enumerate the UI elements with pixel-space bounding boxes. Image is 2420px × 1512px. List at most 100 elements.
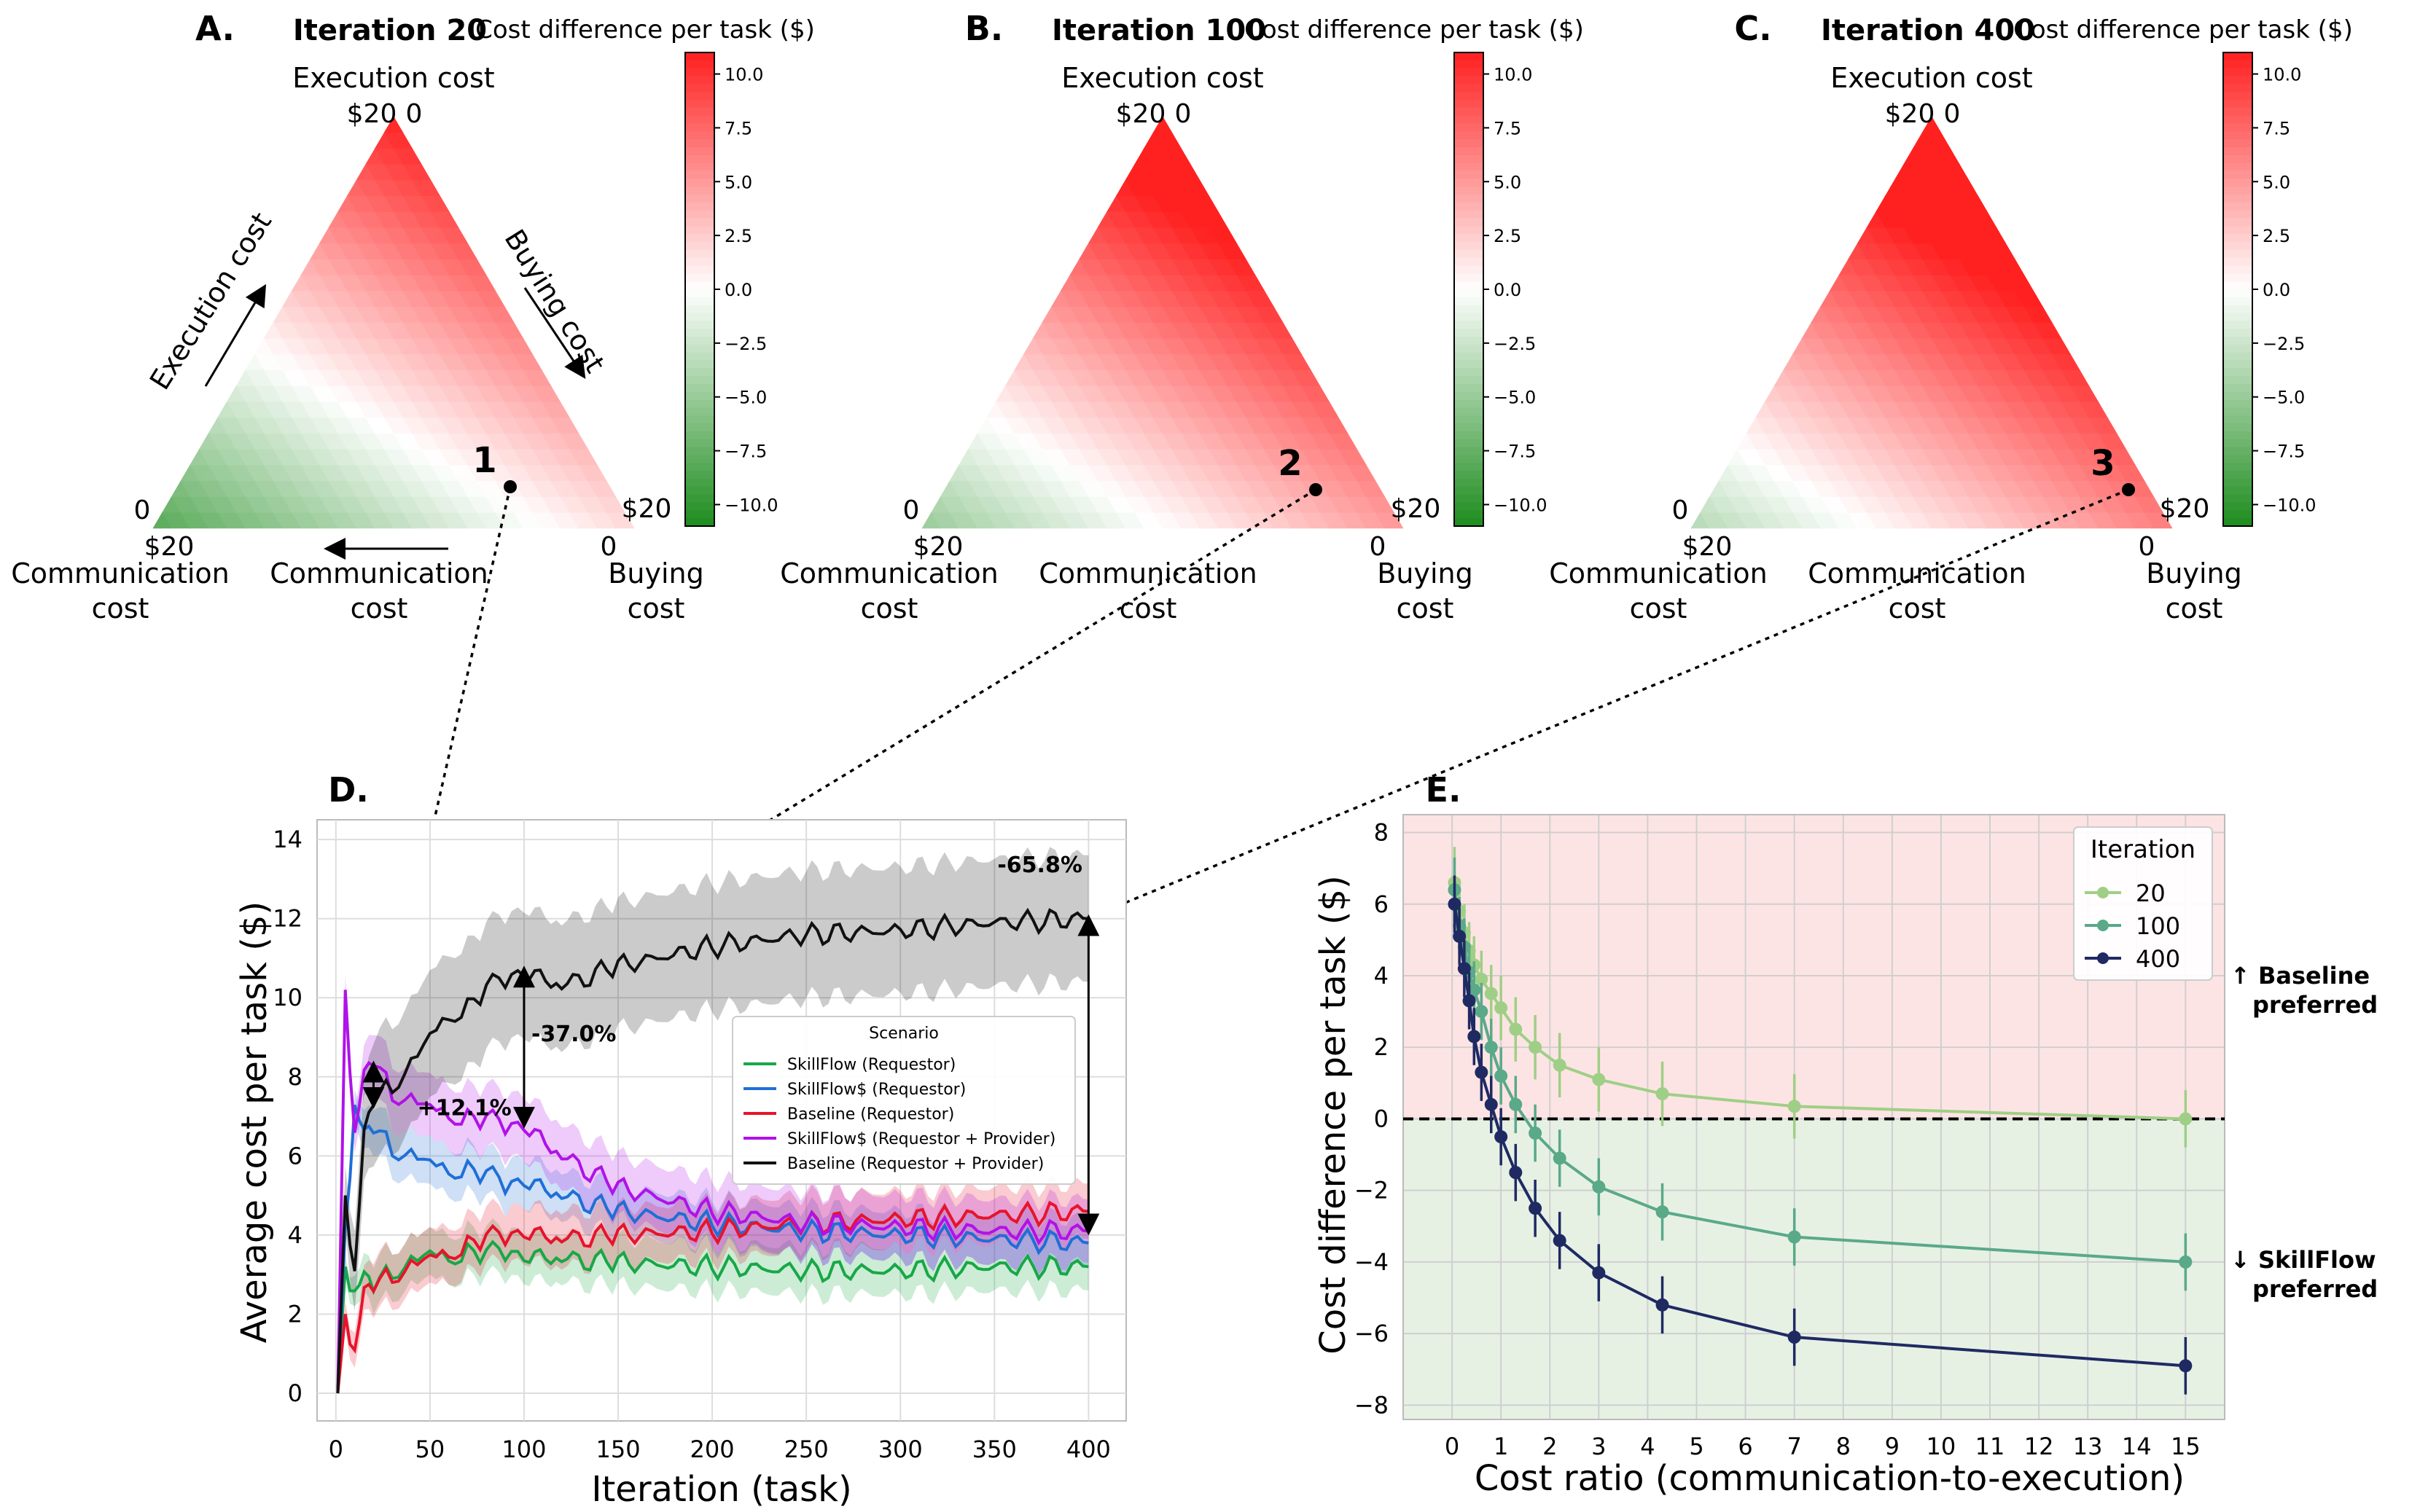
legend-entry: 400 — [2136, 945, 2180, 973]
axis-title-right: Buying — [608, 557, 703, 589]
y-axis-label: Cost difference per task ($) — [1313, 875, 1354, 1354]
colorbar-segment — [2223, 344, 2252, 353]
colorbar-segment — [2223, 471, 2252, 479]
colorbar-tick-label: −7.5 — [725, 442, 767, 462]
annotation-label: +12.1% — [417, 1096, 511, 1121]
colorbar-segment — [2223, 447, 2252, 456]
colorbar-tick-label: −5.0 — [725, 388, 767, 408]
marker-label: 2 — [1278, 443, 1302, 484]
colorbar-segment — [2223, 463, 2252, 472]
ternary-cell — [448, 227, 469, 244]
axis-title-left: cost — [92, 592, 149, 624]
y-axis-label: Average cost per task ($) — [234, 901, 275, 1344]
colorbar-segment — [2223, 479, 2252, 487]
ternary-heatmap — [1690, 116, 2173, 529]
colorbar-segment — [685, 218, 714, 227]
panel-d-average-cost-chart: 0 50 100 150 200 250 300 350 400 0 2 4 6 8 10 12 14 Itera… — [234, 770, 1127, 1510]
colorbar-segment — [685, 52, 714, 61]
colorbar-segment — [1454, 218, 1483, 227]
data-point — [1655, 1087, 1669, 1101]
colorbar-segment — [1454, 60, 1483, 69]
colorbar-segment — [685, 329, 714, 337]
colorbar-segment — [1454, 242, 1483, 251]
data-point — [2179, 1359, 2193, 1373]
data-point — [1484, 1041, 1498, 1054]
panel-title: Iteration 100 — [1052, 14, 1266, 47]
colorbar-segment — [1454, 431, 1483, 440]
legend: Scenario SkillFlow (Requestor) SkillFlow$ … — [732, 1016, 1076, 1185]
colorbar-segment — [2223, 455, 2252, 464]
tick-left-max: $20 — [913, 532, 964, 562]
colorbar-segment — [685, 337, 714, 345]
data-point — [2179, 1255, 2193, 1269]
ternary-cell — [1931, 132, 1951, 149]
colorbar-segment — [685, 234, 714, 243]
axis-title-left: cost — [1630, 592, 1687, 624]
ternary-cell — [615, 512, 635, 529]
tick-top-max: $20 — [1116, 99, 1166, 129]
colorbar-segment — [1454, 313, 1483, 322]
colorbar-tick-label: 5.0 — [2263, 172, 2290, 192]
colorbar-segment — [1454, 447, 1483, 456]
ternary-cell — [2144, 495, 2163, 513]
colorbar-tick-label: 5.0 — [1494, 172, 1521, 192]
colorbar-segment — [685, 100, 714, 109]
ternary-cell — [1254, 290, 1274, 308]
colorbar-segment — [2223, 226, 2252, 235]
colorbar-segment — [685, 257, 714, 267]
colorbar-segment — [1454, 321, 1483, 330]
data-point — [1553, 1234, 1566, 1247]
ternary-cell — [411, 163, 432, 181]
colorbar-segment — [2223, 486, 2252, 495]
colorbar-segment — [2223, 234, 2252, 243]
ternary-cell — [2061, 353, 2080, 370]
data-point — [1509, 1022, 1523, 1036]
series-line-skillflow — [336, 1239, 1089, 1394]
colorbar-segment — [2223, 123, 2252, 133]
x-tick-label: 250 — [784, 1435, 829, 1463]
colorbar-segment — [685, 187, 714, 195]
series-line-baseline — [336, 1200, 1089, 1394]
colorbar-segment — [1454, 226, 1483, 235]
colorbar-segment — [1454, 202, 1483, 211]
annotation-label: -37.0% — [531, 1022, 617, 1047]
tick-left-zero: 0 — [903, 495, 920, 525]
colorbar: 10.0 7.5 5.0 2.5 0.0 −2.5 −5.0 −7.5 −10.0 — [2222, 52, 2316, 527]
x-tick-label: 14 — [2122, 1433, 2152, 1460]
colorbar-segment — [1454, 305, 1483, 314]
colorbar-tick-label: −10.0 — [1494, 495, 1547, 515]
data-point — [1592, 1266, 1606, 1280]
tick-top-max: $20 — [1885, 99, 1935, 129]
colorbar-segment — [685, 479, 714, 487]
colorbar-title: Cost difference per task ($) — [2013, 15, 2353, 44]
colorbar-segment — [2223, 518, 2252, 527]
colorbar-segment — [685, 352, 714, 361]
y-tick-label: 12 — [273, 905, 302, 933]
data-point — [1475, 972, 1488, 986]
data-point — [1462, 994, 1476, 1008]
colorbar-segment — [2223, 313, 2252, 322]
ternary-cell — [550, 401, 570, 418]
ternary-cell — [1236, 258, 1256, 275]
tick-left-zero: 0 — [1672, 495, 1689, 525]
side-label-skillflow: preferred — [2252, 1275, 2378, 1303]
ternary-cell — [569, 433, 589, 450]
colorbar-segment — [1454, 131, 1483, 141]
panel-letter: C. — [1734, 9, 1771, 48]
legend-marker — [2097, 887, 2109, 898]
ternary-cell — [541, 385, 561, 402]
colorbar-segment — [685, 494, 714, 504]
colorbar-segment — [1454, 486, 1483, 495]
connector-2 — [525, 488, 1316, 968]
colorbar-segment — [685, 265, 714, 275]
colorbar-segment — [685, 242, 714, 251]
colorbar-segment — [2223, 249, 2252, 259]
ternary-cell — [2051, 337, 2071, 355]
series-band-skillflow_dollar_rp — [337, 975, 1089, 1394]
colorbar-tick-label: −2.5 — [1494, 334, 1536, 354]
colorbar-segment — [685, 249, 714, 259]
annotation-label: -65.8% — [997, 853, 1082, 878]
edge-arrow-execution — [204, 283, 267, 387]
colorbar-segment — [1454, 171, 1483, 180]
y-tick-label: 0 — [288, 1379, 302, 1407]
